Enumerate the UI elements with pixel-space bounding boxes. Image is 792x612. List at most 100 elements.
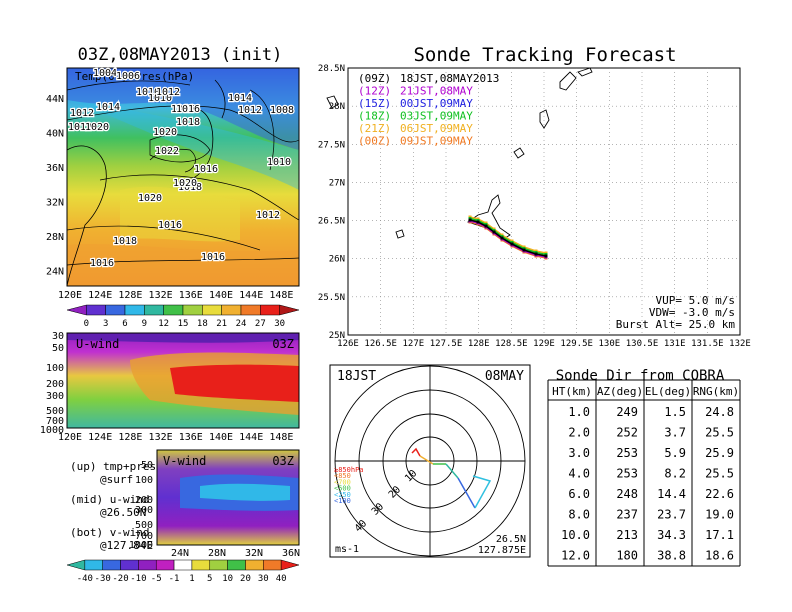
colorbar-swatch bbox=[221, 304, 242, 316]
colorbar-swatch bbox=[138, 559, 157, 571]
colorbar-tick-label: 30 bbox=[274, 319, 285, 329]
table-cell: 248 bbox=[616, 487, 638, 501]
polar-loc-lon: 127.875E bbox=[478, 545, 526, 556]
pressure-level-label: 500 bbox=[135, 520, 153, 531]
lat-tick-label: 27.5N bbox=[318, 140, 345, 150]
table-cell: 3.7 bbox=[664, 426, 686, 440]
pressure-label: 1016 bbox=[158, 220, 182, 231]
pressure-level-label: 100 bbox=[135, 475, 153, 486]
table-cell: 8.2 bbox=[664, 467, 686, 481]
colorbar-swatch bbox=[227, 559, 246, 571]
table-header-cell: EL(deg) bbox=[645, 385, 691, 398]
pressure-label: 1012 bbox=[156, 87, 180, 98]
track-lat-ticks: 28.5N 28N 27.5N 27N 26.5N 26N 25.5N 25N bbox=[318, 64, 345, 341]
lon-tick-label: 132E bbox=[149, 432, 173, 443]
lon-tick-label: 120E bbox=[58, 432, 82, 443]
lon-tick-label: 128E bbox=[468, 339, 490, 349]
lat-tick-label: 36N bbox=[282, 548, 300, 559]
sonde-track-point bbox=[522, 248, 526, 252]
pressure-label: 1016 bbox=[171, 104, 195, 115]
sonde-track-point bbox=[492, 230, 496, 234]
table-cell: 253 bbox=[616, 467, 638, 481]
lon-tick-label: 132E bbox=[729, 339, 751, 349]
track-legend-code: (12Z) bbox=[358, 85, 391, 98]
table-title: Sonde Dir from COBRA bbox=[556, 368, 725, 384]
lon-tick-label: 130E bbox=[598, 339, 620, 349]
lon-tick-label: 128.5E bbox=[495, 339, 528, 349]
track-legend-text: 18JST,08MAY2013 bbox=[400, 72, 499, 85]
pressure-label: 1022 bbox=[155, 146, 179, 157]
pressure-level-label: 300 bbox=[135, 505, 153, 516]
v-wind-time: 03Z bbox=[272, 454, 294, 468]
note-up-2: @surf bbox=[100, 473, 133, 486]
table-cell: 1.5 bbox=[664, 405, 686, 419]
note-mid-2: @26.50N bbox=[100, 506, 146, 519]
lon-tick-label: 148E bbox=[269, 432, 293, 443]
pressure-label: 1016 bbox=[176, 104, 200, 115]
pressure-label: 1010 bbox=[148, 93, 172, 104]
pressure-label: 1020 bbox=[153, 127, 177, 138]
table-cell: 1.0 bbox=[568, 405, 590, 419]
lon-tick-label: 128E bbox=[118, 290, 142, 301]
pressure-label: 1010 bbox=[136, 87, 160, 98]
polar-pressure-legend: ≥850hPa<850<700<500<250<100 bbox=[334, 466, 364, 505]
lon-tick-label: 127E bbox=[402, 339, 424, 349]
pressure-label: 1016 bbox=[194, 164, 218, 175]
lon-tick-label: 124E bbox=[88, 432, 112, 443]
track-legend-code: (15Z) bbox=[358, 97, 391, 110]
lat-tick-label: 28N bbox=[329, 102, 345, 112]
colorbar-swatch bbox=[124, 304, 145, 316]
lon-tick-label: 136E bbox=[179, 432, 203, 443]
table-header-cell: AZ(deg) bbox=[597, 385, 643, 398]
track-legend-code: (09Z) bbox=[358, 72, 391, 85]
table-cell: 19.0 bbox=[705, 508, 734, 522]
pressure-legend-label: <250 bbox=[334, 491, 351, 499]
temperature-colorbar: 0 3 6 9 12 15 18 21 24 27 30 bbox=[66, 304, 300, 329]
colorbar-tick-label: 20 bbox=[240, 574, 251, 584]
colorbar-tick-label: -1 bbox=[169, 574, 180, 584]
pressure-level-label: 200 bbox=[46, 379, 64, 390]
colorbar-swatch bbox=[120, 559, 139, 571]
table-cell: 25.5 bbox=[705, 467, 734, 481]
lat-tick-label: 26.5N bbox=[318, 217, 345, 227]
colorbar-tick-label: 12 bbox=[158, 319, 169, 329]
colorbar-tick-label: 6 bbox=[122, 319, 127, 329]
lon-tick-label: 120E bbox=[58, 290, 82, 301]
table-cell: 17.1 bbox=[705, 528, 734, 542]
colorbar-swatch bbox=[202, 304, 222, 316]
lon-tick-label: 126.5E bbox=[364, 339, 397, 349]
polar-rings bbox=[334, 365, 526, 557]
track-legend-text: 00JST,09MAY bbox=[400, 97, 473, 110]
lat-tick-label: 40N bbox=[46, 129, 64, 140]
table-cell: 34.3 bbox=[657, 528, 686, 542]
pressure-label: 1010 bbox=[267, 157, 291, 168]
lon-tick-label: 131E bbox=[664, 339, 686, 349]
hodograph bbox=[411, 447, 492, 509]
colorbar-swatch bbox=[155, 559, 175, 571]
sonde-track-point bbox=[484, 224, 488, 228]
colorbar-tick-label: 40 bbox=[276, 574, 287, 584]
table-cell: 14.4 bbox=[657, 487, 686, 501]
table-cell: 237 bbox=[616, 508, 638, 522]
left-panel-title: 03Z,08MAY2013 (init) bbox=[78, 45, 283, 65]
pressure-level-label: 50 bbox=[52, 343, 64, 354]
colorbar-swatch bbox=[280, 559, 300, 571]
track-legend-code: (00Z) bbox=[358, 135, 391, 148]
table-cell: 24.8 bbox=[705, 405, 734, 419]
table-cell: 180 bbox=[616, 549, 638, 563]
pressure-level-label: 1000 bbox=[40, 425, 64, 436]
lat-tick-label: 26N bbox=[329, 255, 345, 265]
colorbar-swatch bbox=[144, 304, 164, 316]
lon-tick-label: 140E bbox=[209, 290, 233, 301]
pressure-label: 1012 bbox=[256, 210, 280, 221]
u-wind-lon-ticks: 120E 124E 128E 132E 136E 140E 144E 148E bbox=[58, 432, 293, 443]
track-legend-text: 09JST,09MAY bbox=[400, 135, 473, 148]
lat-tick-label: 32N bbox=[245, 548, 263, 559]
lat-tick-label: 24N bbox=[171, 548, 189, 559]
sonde-track-point bbox=[544, 254, 548, 258]
pressure-label: 1004 bbox=[93, 68, 117, 79]
polar-loc-lat: 26.5N bbox=[496, 534, 526, 545]
track-legend: (09Z) 18JST,08MAY2013 (12Z) 21JST,08MAY (15Z… bbox=[358, 72, 499, 148]
pressure-level-label: 30 bbox=[52, 331, 64, 342]
